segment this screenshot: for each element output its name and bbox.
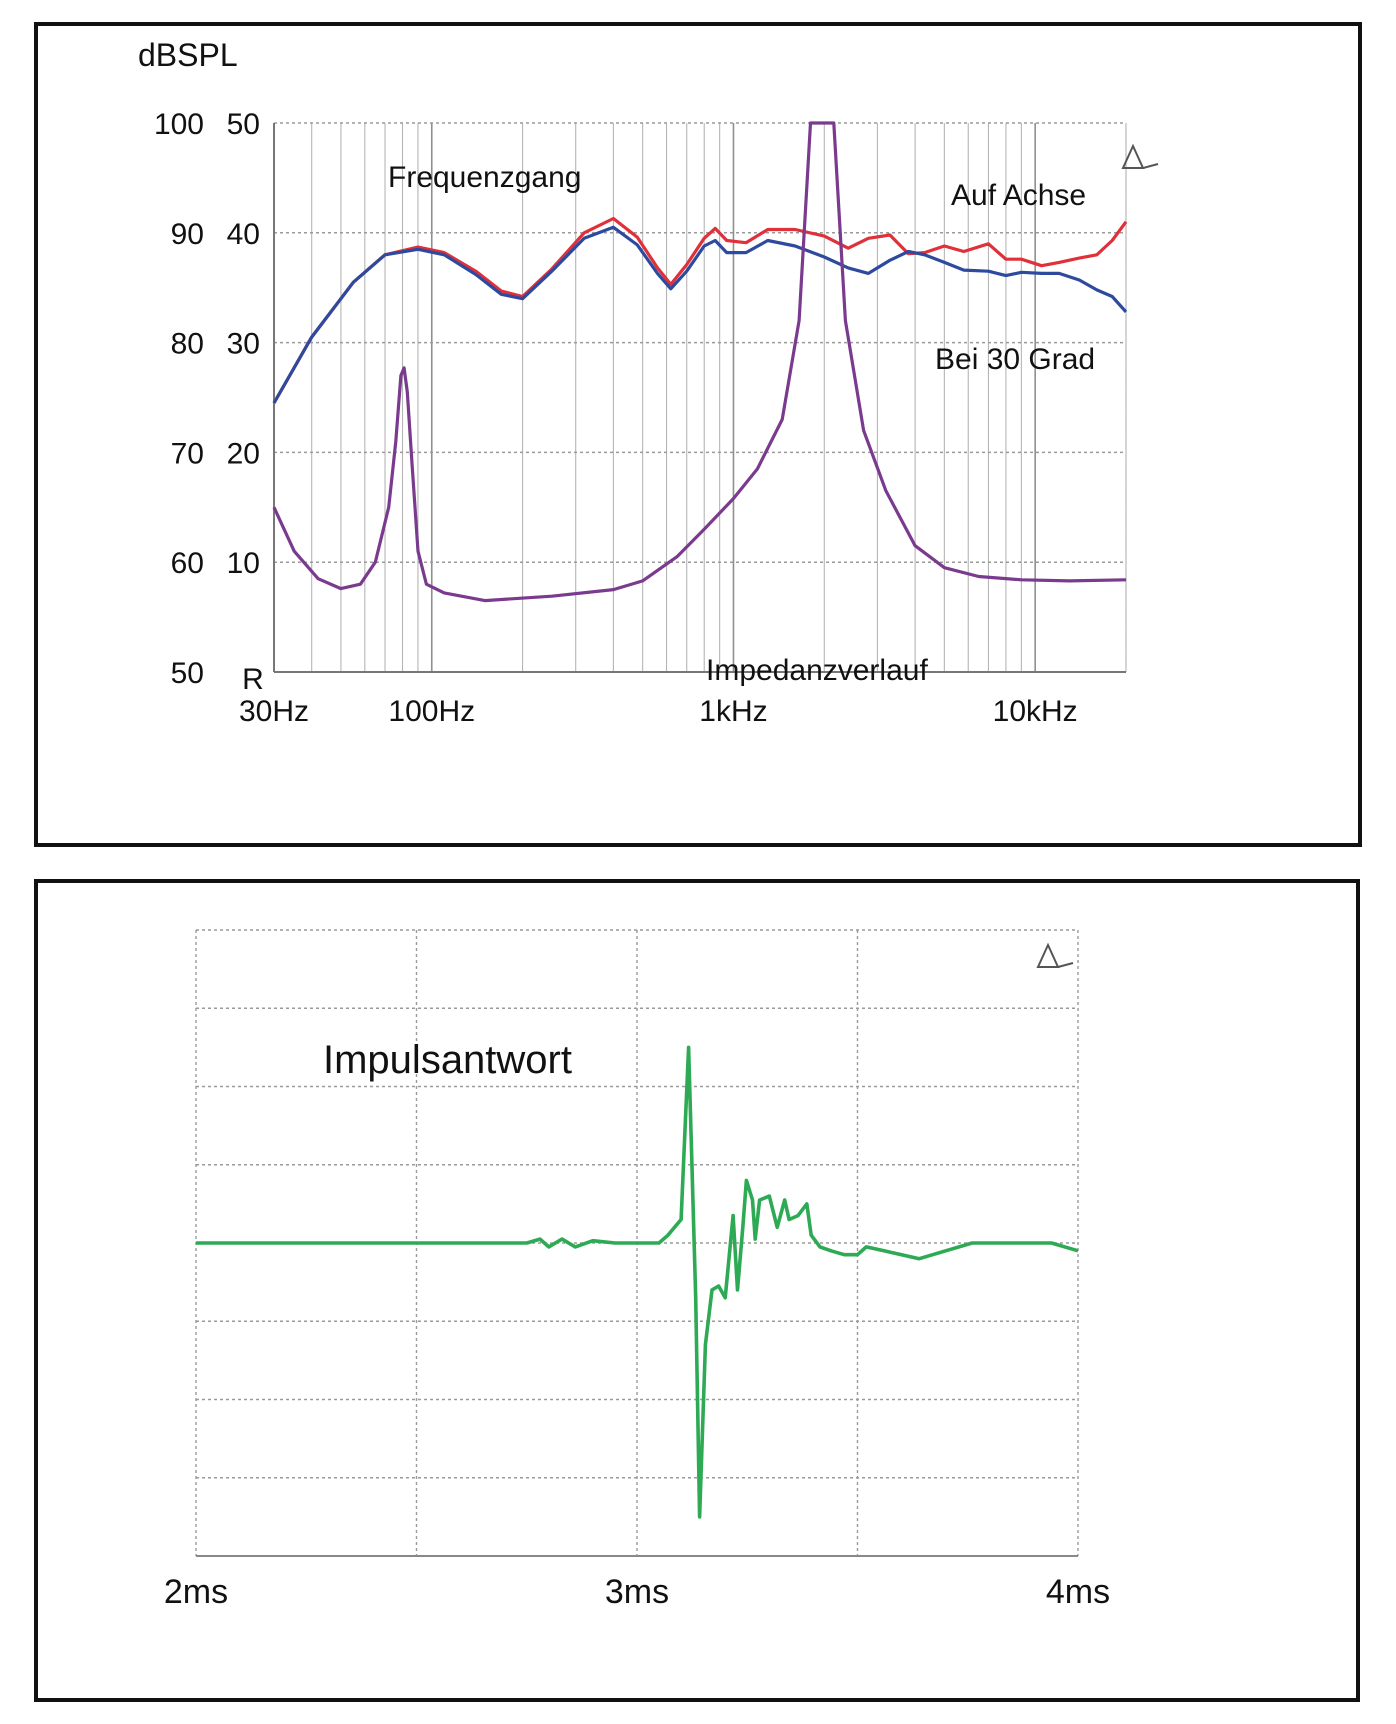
y-tick-label-ohm: 10 (227, 547, 260, 580)
impulse-response-panel: Impulsantwort 2ms 3ms 4ms (34, 879, 1360, 1702)
x-tick-label: 30Hz (239, 695, 309, 728)
frequency-response-panel: dBSPL R Frequenzgang Auf Achse Bei 30 Gr… (34, 22, 1362, 847)
impedanzverlauf-label: Impedanzverlauf (706, 654, 928, 687)
y-tick-label-db: 100 (154, 108, 204, 141)
x-tick-label: 4ms (1046, 1573, 1110, 1611)
y-tick-label-ohm: 30 (227, 328, 260, 361)
auf-achse-label: Auf Achse (951, 179, 1086, 212)
y-tick-label-ohm: 20 (227, 437, 260, 470)
x-tick-label: 10kHz (993, 695, 1078, 728)
series-line-1 (272, 225, 1128, 404)
series-line-0 (196, 1045, 1079, 1519)
y-tick-label-db: 80 (171, 328, 204, 361)
x-tick-label: 2ms (164, 1573, 228, 1611)
y-tick-label-db: 60 (171, 547, 204, 580)
x-tick-label: 3ms (605, 1573, 669, 1611)
impulse-response-chart: Impulsantwort 2ms 3ms 4ms (164, 929, 1110, 1611)
frequency-response-chart: dBSPL R Frequenzgang Auf Achse Bei 30 Gr… (138, 37, 1159, 728)
bei-30-grad-label: Bei 30 Grad (935, 343, 1095, 376)
measurement-mic-icon (1121, 143, 1159, 169)
y-unit-label: dBSPL (138, 37, 238, 73)
x-tick-label: 1kHz (699, 695, 767, 728)
series-line-0 (272, 216, 1128, 404)
series-line-2 (272, 121, 1127, 603)
y-tick-label-ohm: 50 (227, 108, 260, 141)
frequenzgang-label: Frequenzgang (388, 161, 581, 194)
y-tick-label-ohm: 40 (227, 218, 260, 251)
impulsantwort-label: Impulsantwort (323, 1038, 572, 1082)
impedance-axis-label: R (242, 663, 264, 696)
x-tick-label: 100Hz (388, 695, 475, 728)
y-tick-label-db: 90 (171, 218, 204, 251)
y-tick-label-db: 70 (171, 437, 204, 470)
y-tick-label-db: 50 (171, 657, 204, 690)
measurement-mic-icon (1036, 942, 1074, 968)
